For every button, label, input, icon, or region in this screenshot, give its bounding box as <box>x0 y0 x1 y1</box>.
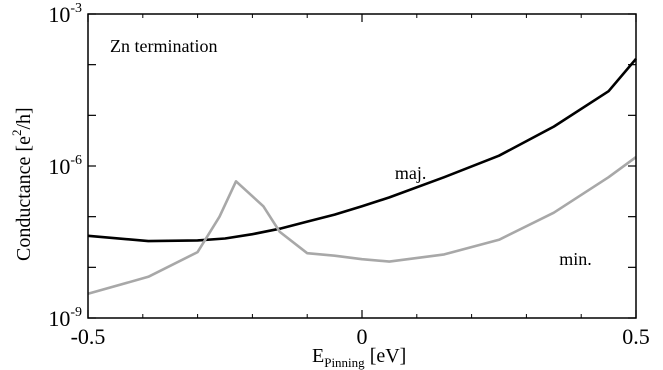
x-tick-label: 0 <box>357 324 368 349</box>
y-axis-label-main: Conductance [e <box>13 136 35 261</box>
y-tick-label: 10-9 <box>48 305 82 331</box>
y-tick-label: 10-3 <box>48 1 82 27</box>
y-axis-label: Conductance [e2/h] <box>9 107 35 261</box>
x-axis-label-unit: [eV] <box>365 345 407 367</box>
series-label-min: min. <box>559 249 592 269</box>
x-tick-label: 0.5 <box>622 324 650 349</box>
y-axis-label-tail: /h] <box>13 107 35 129</box>
x-axis-label-main: E <box>312 345 324 367</box>
y-axis-label-superscript: 2 <box>9 130 24 137</box>
plot-frame <box>87 13 637 319</box>
x-axis-label-subscript: Pinning <box>324 355 365 370</box>
series-line-min <box>87 156 637 296</box>
y-tick-label: 10-6 <box>48 153 82 179</box>
x-axis-label: EPinning [eV] <box>312 345 406 370</box>
x-tick-label: -0.5 <box>71 324 106 349</box>
chart-annotation: Zn termination <box>110 36 217 56</box>
series-label-maj: maj. <box>395 163 427 183</box>
